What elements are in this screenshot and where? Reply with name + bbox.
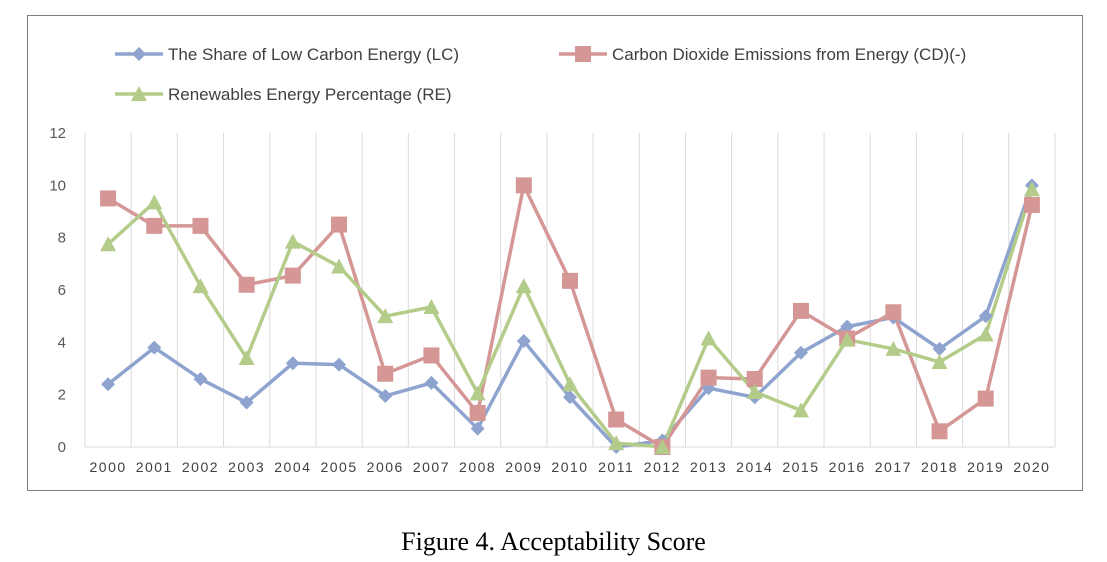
x-tick-label: 2006	[367, 459, 404, 475]
data-point-square	[562, 272, 578, 289]
y-axis: 0 2 4 6 8 10 12	[49, 125, 66, 456]
data-point-triangle	[469, 385, 486, 401]
data-point-triangle	[562, 376, 578, 392]
x-tick-label: 2012	[644, 459, 681, 475]
data-point-triangle	[977, 326, 994, 342]
x-tick-label: 2016	[829, 459, 866, 475]
data-point-diamond	[378, 388, 393, 403]
data-point-triangle	[654, 439, 671, 454]
x-tick-label: 2009	[505, 459, 542, 475]
x-tick-label: 2002	[182, 459, 219, 475]
data-point-triangle	[792, 402, 809, 418]
data-point-triangle	[746, 384, 763, 400]
x-tick-label: 2008	[459, 459, 496, 475]
x-tick-label: 2017	[875, 459, 912, 475]
data-point-diamond	[193, 371, 208, 386]
data-point-diamond	[332, 357, 347, 372]
data-point-triangle	[839, 331, 856, 347]
chart-frame: The Share of Low Carbon Energy (LC) Carbo…	[27, 15, 1083, 491]
data-point-triangle	[284, 233, 301, 249]
data-point-square	[792, 302, 809, 319]
x-tick-label: 2005	[320, 459, 357, 475]
data-point-triangle	[146, 194, 163, 210]
data-point-triangle	[515, 278, 532, 294]
x-tick-label: 2015	[782, 459, 819, 475]
data-point-triangle	[608, 435, 625, 451]
x-tick-label: 2013	[690, 459, 727, 475]
legend-label: The Share of Low Carbon Energy (LC)	[168, 45, 459, 64]
data-point-diamond	[470, 421, 485, 436]
data-point-square	[377, 365, 394, 382]
x-tick-label: 2003	[228, 459, 265, 475]
data-point-diamond	[101, 377, 116, 392]
figure-caption: Figure 4. Acceptability Score	[401, 527, 706, 556]
x-tick-label: 2019	[967, 459, 1004, 475]
x-tick-label: 2004	[274, 459, 311, 475]
x-axis: 2000 2001 2002 2003 2004 2005 2006 2007 2008 2009…	[90, 459, 1050, 475]
data-point-diamond	[563, 390, 577, 405]
y-tick-label: 10	[49, 177, 66, 194]
legend-label: Renewables Energy Percentage (RE)	[168, 85, 451, 104]
x-tick-label: 2011	[598, 459, 634, 475]
data-point-diamond	[424, 375, 439, 390]
data-point-square	[238, 276, 255, 293]
data-point-triangle	[377, 308, 394, 324]
y-tick-label: 0	[58, 439, 66, 456]
data-point-square	[469, 404, 486, 421]
data-point-diamond	[239, 395, 254, 410]
data-point-diamond	[285, 356, 300, 371]
data-point-square	[977, 390, 994, 407]
data-point-triangle	[1023, 181, 1040, 197]
line-chart: The Share of Low Carbon Energy (LC) Carbo…	[49, 45, 1056, 475]
y-tick-label: 6	[58, 282, 66, 299]
x-tick-label: 2018	[921, 459, 958, 475]
legend-marker-diamond	[132, 47, 146, 61]
data-point-square	[146, 217, 163, 234]
data-point-triangle	[192, 278, 209, 294]
series-markers	[100, 177, 1040, 455]
x-tick-label: 2020	[1013, 459, 1050, 475]
x-tick-label: 2014	[736, 459, 773, 475]
data-point-triangle	[423, 299, 440, 315]
data-point-square	[100, 190, 117, 207]
x-tick-label: 2007	[413, 459, 450, 475]
legend-marker-square	[575, 46, 591, 62]
data-point-square	[746, 370, 763, 387]
data-point-triangle	[331, 258, 348, 274]
data-point-square	[885, 304, 902, 321]
legend-marker-triangle	[131, 86, 147, 101]
data-point-diamond	[147, 340, 162, 355]
data-point-triangle	[238, 350, 255, 366]
data-point-diamond	[793, 345, 808, 360]
data-point-triangle	[931, 353, 948, 369]
x-tick-label: 2001	[136, 459, 173, 475]
data-point-diamond	[840, 319, 855, 334]
data-point-square	[284, 267, 301, 284]
y-tick-label: 8	[58, 230, 66, 247]
data-point-diamond	[932, 341, 947, 356]
data-point-square	[700, 369, 717, 386]
x-tick-label: 2000	[90, 459, 127, 475]
data-point-diamond	[516, 334, 531, 349]
data-point-square	[192, 217, 209, 234]
data-point-diamond	[978, 309, 993, 324]
legend-label: Carbon Dioxide Emissions from Energy (CD…	[612, 45, 966, 64]
data-point-square	[515, 177, 532, 194]
data-point-triangle	[700, 330, 717, 346]
y-tick-label: 12	[49, 125, 66, 142]
y-tick-label: 2	[58, 387, 66, 404]
data-point-square	[931, 423, 948, 440]
x-tick-label: 2010	[551, 459, 588, 475]
data-point-triangle	[885, 340, 902, 356]
legend: The Share of Low Carbon Energy (LC) Carbo…	[115, 45, 966, 104]
data-point-square	[423, 347, 440, 364]
y-tick-label: 4	[58, 334, 66, 351]
vertical-gridlines	[84, 133, 1056, 448]
data-point-square	[331, 216, 348, 233]
data-point-triangle	[100, 236, 117, 252]
data-point-square	[608, 411, 625, 428]
data-point-square	[1023, 196, 1040, 213]
